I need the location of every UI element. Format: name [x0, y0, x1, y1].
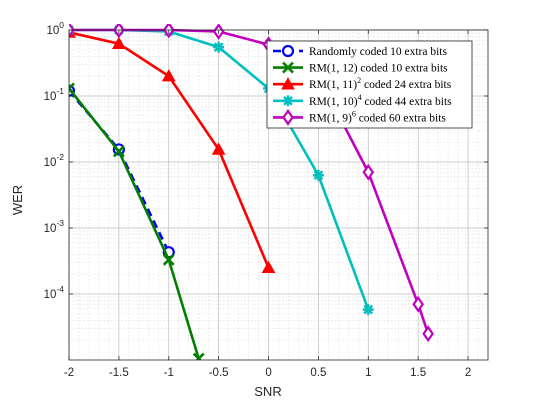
data-point [422, 325, 434, 343]
legend-item-1: RM(1, 12) coded 10 extra bits [273, 61, 448, 75]
legend-marker [281, 77, 295, 90]
legend: Randomly coded 10 extra bits RM(1, 12) co… [266, 40, 473, 129]
legend-item-4: RM(1, 9)6 coded 60 extra bits [273, 108, 446, 126]
x-tick-label: -1 [164, 367, 174, 379]
axes: -2 -1.5 -1 -0.5 0 0.5 1 1.5 2 10-4 10-3 10-2 10-1 100 [44, 20, 489, 379]
legend-label: RM(1, 11)2 coded 24 extra bits [309, 76, 452, 91]
legend-marker [282, 61, 294, 74]
y-axis-label: WER [10, 185, 25, 215]
y-tick-label: 10-1 [44, 86, 65, 103]
data-point [211, 142, 226, 155]
data-point [69, 82, 75, 95]
x-tick-label: 1.5 [410, 367, 426, 379]
x-tick-label: -2 [64, 367, 74, 379]
data-point [162, 253, 175, 266]
series-line-1 [69, 87, 200, 359]
x-tick-label: 1 [365, 367, 371, 379]
x-tick-label: 0 [265, 367, 271, 379]
data-point [412, 295, 425, 313]
legend-item-0: Randomly coded 10 extra bits [273, 44, 447, 58]
y-tick-label: 100 [46, 20, 64, 37]
legend-label: Randomly coded 10 extra bits [309, 46, 447, 58]
legend-marker [281, 44, 295, 58]
legend-marker [282, 95, 294, 107]
legend-marker [282, 108, 294, 126]
legend-label: RM(1, 9)6 coded 60 extra bits [309, 109, 446, 124]
data-point [192, 352, 205, 360]
y-tick-label: 10-2 [44, 152, 65, 169]
data-point [362, 163, 375, 181]
data-point [261, 260, 276, 274]
series-1 [69, 82, 205, 360]
y-tick-label: 10-3 [44, 218, 65, 235]
x-tick-label: -1.5 [109, 367, 129, 379]
x-axis-label: SNR [254, 384, 281, 399]
legend-item-2: RM(1, 11)2 coded 24 extra bits [273, 76, 452, 91]
data-point [112, 145, 125, 158]
x-tick-label: -0.5 [209, 367, 229, 379]
series-2 [69, 25, 276, 274]
x-tick-label: 2 [465, 367, 471, 379]
legend-item-3: RM(1, 10)4 coded 44 extra bits [273, 93, 452, 108]
data-point [362, 304, 374, 316]
x-tick-label: 0.5 [310, 367, 326, 379]
data-point [161, 69, 176, 82]
legend-label: RM(1, 12) coded 10 extra bits [309, 63, 448, 75]
data-point [312, 169, 324, 181]
data-point [213, 41, 225, 53]
y-tick-label: 10-4 [44, 284, 65, 301]
plot-frame [68, 29, 489, 361]
legend-label: RM(1, 10)4 coded 44 extra bits [309, 93, 452, 108]
data-point [112, 36, 126, 50]
